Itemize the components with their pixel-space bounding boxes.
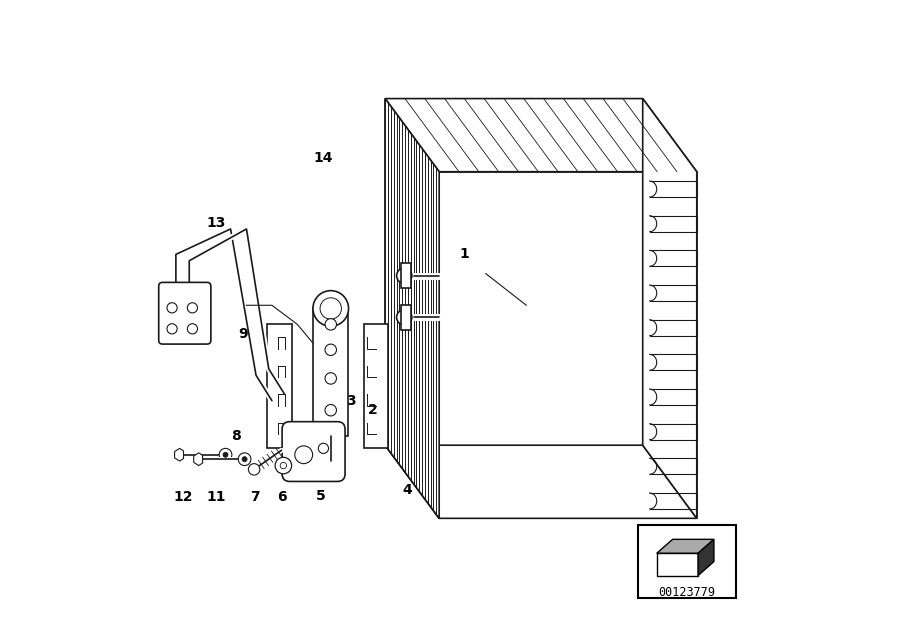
Text: 10: 10 xyxy=(299,432,318,446)
Circle shape xyxy=(295,446,312,464)
Circle shape xyxy=(242,457,248,462)
Polygon shape xyxy=(643,99,697,518)
Text: 1: 1 xyxy=(460,247,470,261)
Text: 5: 5 xyxy=(315,489,325,503)
Circle shape xyxy=(248,464,260,475)
Circle shape xyxy=(320,298,341,319)
Circle shape xyxy=(167,324,177,334)
Circle shape xyxy=(397,268,412,284)
Bar xyxy=(364,324,388,448)
Circle shape xyxy=(275,457,292,474)
Circle shape xyxy=(223,452,228,457)
Text: 11: 11 xyxy=(206,490,226,504)
Bar xyxy=(313,308,348,436)
Circle shape xyxy=(167,303,177,313)
Polygon shape xyxy=(175,448,184,461)
Text: 4: 4 xyxy=(402,483,411,497)
FancyBboxPatch shape xyxy=(158,282,211,344)
Text: 3: 3 xyxy=(346,394,356,408)
Text: 14: 14 xyxy=(313,151,332,165)
Polygon shape xyxy=(194,453,202,466)
Bar xyxy=(266,324,292,448)
Circle shape xyxy=(313,291,348,326)
Bar xyxy=(401,263,410,288)
Polygon shape xyxy=(385,99,439,518)
Circle shape xyxy=(238,453,251,466)
Polygon shape xyxy=(385,99,439,518)
Bar xyxy=(637,525,736,598)
Circle shape xyxy=(325,344,337,356)
Text: 12: 12 xyxy=(173,490,193,504)
Polygon shape xyxy=(439,172,697,518)
Circle shape xyxy=(219,448,232,461)
Polygon shape xyxy=(385,99,697,172)
Text: 6: 6 xyxy=(276,490,286,504)
Text: 2: 2 xyxy=(367,403,377,417)
Text: 13: 13 xyxy=(206,216,226,230)
Polygon shape xyxy=(385,445,697,518)
Text: 9: 9 xyxy=(238,327,248,341)
Circle shape xyxy=(319,443,328,453)
Text: 00123779: 00123779 xyxy=(658,586,716,599)
Circle shape xyxy=(187,324,197,334)
Text: 7: 7 xyxy=(250,490,259,504)
Polygon shape xyxy=(657,553,698,576)
Circle shape xyxy=(325,373,337,384)
Circle shape xyxy=(187,303,197,313)
Circle shape xyxy=(280,462,286,469)
FancyBboxPatch shape xyxy=(282,422,345,481)
Circle shape xyxy=(397,310,412,325)
Polygon shape xyxy=(698,539,714,576)
Bar xyxy=(401,305,410,330)
Circle shape xyxy=(325,319,337,330)
Polygon shape xyxy=(657,539,714,553)
Circle shape xyxy=(325,404,337,416)
Text: 8: 8 xyxy=(230,429,240,443)
